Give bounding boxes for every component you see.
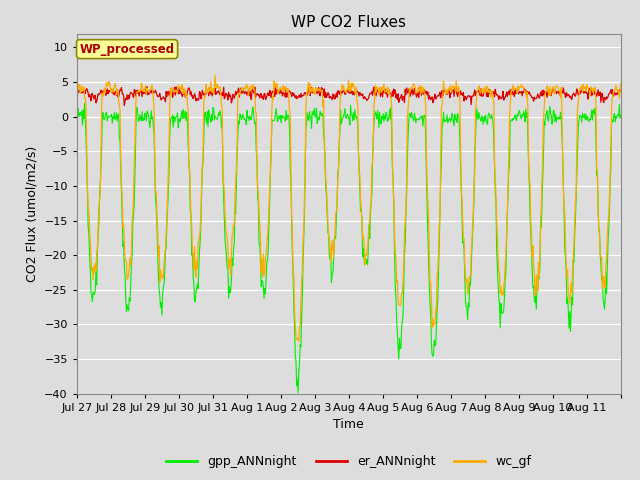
er_ANNnight [406, 94, 414, 99]
wc_gf [617, 80, 625, 86]
gpp_ANNnight [294, 390, 302, 396]
gpp_ANNnight [264, 244, 272, 250]
er_ANNnight [73, 87, 81, 93]
wc_gf [406, 88, 414, 94]
wc_gf [437, 165, 445, 171]
Line: wc_gf: wc_gf [77, 75, 621, 341]
wc_gf [137, 87, 145, 93]
er_ANNnight [138, 88, 145, 94]
wc_gf [295, 338, 303, 344]
er_ANNnight [265, 93, 273, 98]
er_ANNnight [437, 95, 445, 101]
er_ANNnight [285, 89, 293, 95]
wc_gf [211, 72, 219, 78]
er_ANNnight [617, 88, 625, 94]
wc_gf [285, 96, 292, 102]
wc_gf [237, 86, 245, 92]
wc_gf [264, 220, 272, 226]
wc_gf [73, 84, 81, 90]
Legend: gpp_ANNnight, er_ANNnight, wc_gf: gpp_ANNnight, er_ANNnight, wc_gf [161, 450, 536, 473]
gpp_ANNnight [81, 100, 88, 106]
Text: WP_processed: WP_processed [79, 43, 175, 56]
gpp_ANNnight [285, 115, 292, 120]
gpp_ANNnight [138, 118, 145, 123]
gpp_ANNnight [617, 113, 625, 119]
gpp_ANNnight [237, 117, 245, 122]
Title: WP CO2 Fluxes: WP CO2 Fluxes [291, 15, 406, 30]
X-axis label: Time: Time [333, 418, 364, 431]
gpp_ANNnight [406, 111, 414, 117]
Line: er_ANNnight: er_ANNnight [77, 87, 621, 106]
er_ANNnight [143, 84, 151, 90]
gpp_ANNnight [73, 115, 81, 120]
er_ANNnight [120, 103, 128, 108]
Line: gpp_ANNnight: gpp_ANNnight [77, 103, 621, 393]
er_ANNnight [238, 90, 246, 96]
Y-axis label: CO2 Flux (umol/m2/s): CO2 Flux (umol/m2/s) [26, 145, 38, 282]
gpp_ANNnight [437, 177, 445, 183]
